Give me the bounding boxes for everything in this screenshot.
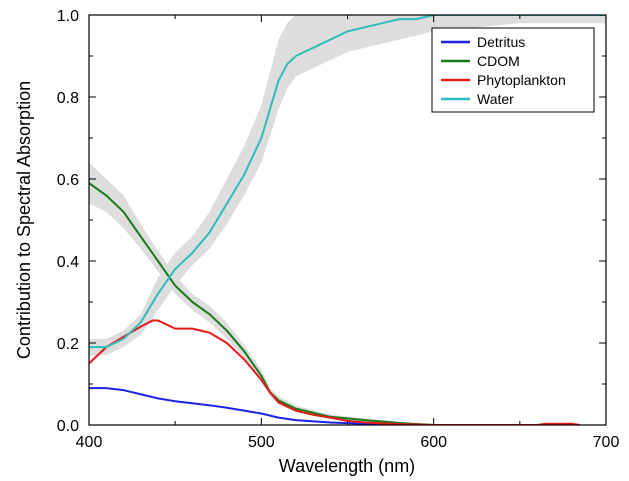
legend-label-cdom: CDOM — [477, 53, 520, 69]
y-tick-label: 0.2 — [57, 336, 79, 353]
water-series-line — [89, 15, 606, 349]
y-tick-label: 0.0 — [57, 418, 79, 435]
x-axis-title: Wavelength (nm) — [279, 456, 415, 476]
legend-label-phytoplankton: Phytoplankton — [477, 72, 566, 88]
legend-label-water: Water — [477, 91, 514, 107]
y-axis-title: Contribution to Spectral Absorption — [14, 81, 34, 359]
x-tick-label: 600 — [420, 434, 447, 451]
y-tick-label: 1.0 — [57, 8, 79, 25]
cdom-series-line — [89, 182, 434, 425]
legend-label-detritus: Detritus — [477, 34, 525, 50]
x-tick-label: 700 — [593, 434, 620, 451]
series-lines — [89, 15, 606, 425]
cdom-uncertainty-band — [89, 162, 434, 425]
detritus-series-line — [89, 387, 434, 425]
axis-ticks: 400 500 600 700 0.0 0.2 0.4 0.6 0.8 1.0 — [57, 8, 620, 451]
x-tick-label: 500 — [248, 434, 275, 451]
y-tick-label: 0.6 — [57, 172, 79, 189]
y-tick-label: 0.8 — [57, 90, 79, 107]
legend: Detritus CDOM Phytoplankton Water — [431, 27, 595, 113]
x-tick-label: 400 — [76, 434, 103, 451]
phytoplankton-series-line — [89, 319, 581, 425]
y-tick-label: 0.4 — [57, 254, 79, 271]
